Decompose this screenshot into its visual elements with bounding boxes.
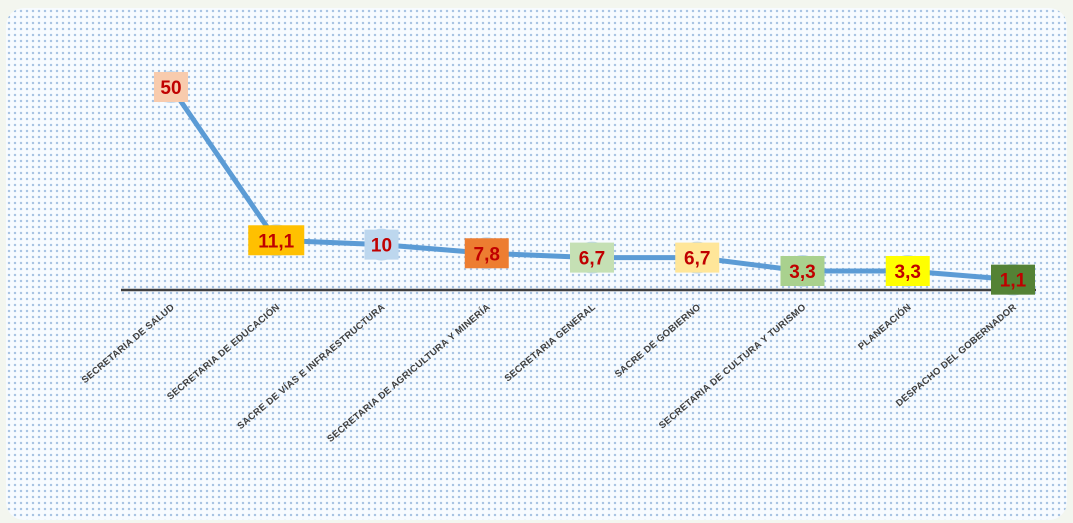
data-label-box	[570, 242, 614, 273]
data-label-box	[885, 255, 930, 286]
data-label-box	[675, 242, 720, 273]
category-label: SECRETARIA GENERAL	[503, 302, 598, 384]
category-label: SECRETARIA DE SALUD	[80, 302, 177, 386]
chart-frame: 50 11,1 10 7,8 6,7 6,7 3,3 3,3 1,1 SECRETARIA DE …	[6, 8, 1067, 520]
category-label: SECRETARIA DE AGRICULTURA Y MINERÍA	[325, 302, 492, 445]
data-label-box	[364, 229, 399, 260]
category-label: SACRE DE GOBIERNO	[613, 302, 703, 380]
data-label-box	[464, 238, 509, 269]
data-label: 50	[160, 78, 181, 99]
line-chart: 50 11,1 10 7,8 6,7 6,7 3,3 3,3 1,1 SECRETARIA DE …	[80, 71, 1036, 445]
category-label: PLANEACIÓN	[856, 301, 914, 352]
data-label: 1,1	[1000, 271, 1027, 292]
category-label: SECRETARIA DE EDUCACIÓN	[164, 301, 282, 403]
data-label: 6,7	[684, 249, 710, 270]
data-label: 3,3	[789, 262, 815, 283]
data-label-box	[248, 225, 305, 256]
data-label: 11,1	[258, 231, 294, 252]
data-label: 3,3	[895, 262, 921, 283]
category-label: DESPACHO DEL GOBERNADOR	[894, 302, 1019, 409]
data-label-box	[154, 72, 188, 102]
data-label-box	[780, 255, 825, 286]
data-label: 7,8	[474, 244, 500, 265]
data-label: 10	[371, 236, 392, 257]
data-label-box	[991, 264, 1035, 295]
data-label: 6,7	[579, 249, 605, 270]
